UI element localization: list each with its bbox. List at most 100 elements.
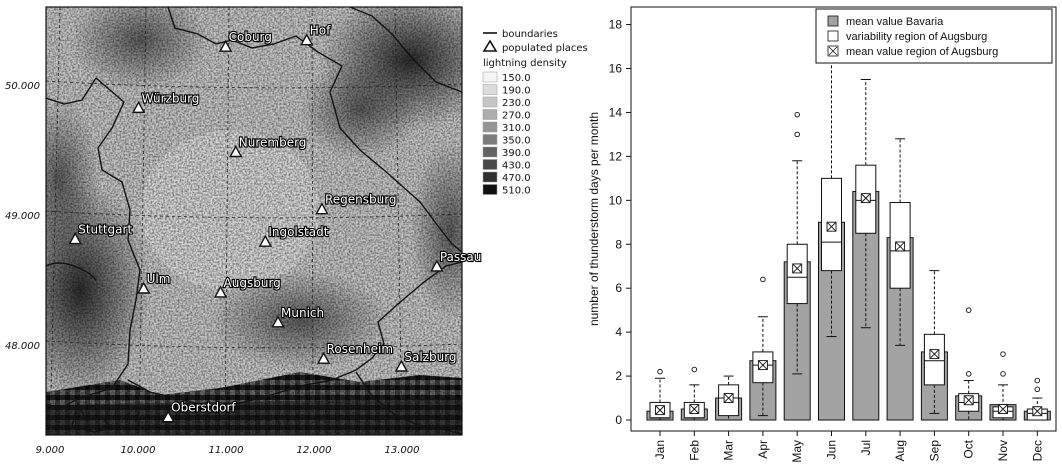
augsburg-mean-marker — [689, 404, 700, 414]
y-tick-label: 0 — [615, 413, 622, 427]
place-label: Ulm — [147, 272, 171, 286]
x-tick-label: Aug — [893, 440, 907, 461]
y-tick-label: 8 — [615, 237, 622, 251]
legend-density-title: lightning density — [483, 58, 567, 69]
augsburg-mean-marker — [860, 193, 871, 204]
mean-marker-cross — [1032, 406, 1042, 416]
legend-augsburg-mean-label: mean value region of Augsburg — [846, 46, 998, 58]
mean-marker-cross — [895, 242, 905, 251]
density-class-label: 310.0 — [502, 123, 531, 134]
chart-legend: mean value Bavaria variability region of… — [815, 8, 1053, 64]
density-class-label: 390.0 — [502, 148, 531, 159]
augsburg-mean-marker — [963, 395, 974, 406]
latitude-tick-label: 49.000 — [5, 211, 40, 222]
populated-place-icon — [258, 234, 273, 247]
place-label: Augsburg — [224, 276, 281, 290]
place-label: Ingolstadt — [268, 225, 328, 239]
augsburg-mean-marker — [895, 241, 906, 252]
outlier-point — [1000, 351, 1006, 357]
mean-marker-cross — [861, 193, 871, 203]
populated-place-icon — [229, 145, 243, 158]
x-tick-label: Nov — [996, 440, 1010, 461]
populated-place-icon — [394, 359, 409, 372]
longitude-tick-label: 12.000 — [297, 445, 332, 456]
legend-variability-label: variability region of Augsburg — [846, 31, 987, 43]
mean-marker-cross — [930, 349, 939, 359]
legend-bavaria-label: mean value Bavaria — [846, 16, 944, 28]
y-tick-label: 4 — [615, 325, 622, 339]
density-swatch — [482, 146, 498, 158]
density-class-label: 270.0 — [502, 111, 531, 122]
populated-place-icon — [271, 315, 285, 328]
density-class-label: 230.0 — [502, 98, 531, 109]
augsburg-mean-marker — [723, 393, 734, 403]
outlier-point — [1000, 371, 1006, 377]
augsburg-mean-marker — [1032, 406, 1043, 417]
augsburg-mean-marker — [792, 263, 803, 274]
y-tick-label: 6 — [615, 281, 622, 295]
place-label: Munich — [281, 306, 324, 320]
map-frame — [45, 6, 463, 436]
augsburg-mean-marker — [826, 221, 837, 232]
density-class-label: 470.0 — [502, 173, 531, 184]
outlier-point — [794, 131, 800, 138]
chart-legend-box — [815, 8, 1053, 64]
mean-marker-cross — [792, 264, 802, 273]
density-swatch — [482, 71, 498, 83]
legend-box-swatch — [827, 30, 839, 42]
density-swatch — [482, 184, 498, 195]
x-tick-label: May — [790, 440, 804, 463]
x-tick-label: Jan — [653, 440, 667, 459]
boundaries — [46, 7, 462, 435]
map-raster — [46, 7, 462, 435]
density-class-label: 150.0 — [502, 73, 531, 84]
populated-place-icon — [161, 410, 175, 423]
augsburg-mean-marker — [998, 404, 1008, 414]
variability-box — [923, 333, 945, 386]
populated-place-icon — [315, 202, 329, 215]
populated-place-icon — [213, 285, 228, 298]
y-tick-label: 10 — [609, 193, 623, 207]
populated-place-icon — [218, 39, 233, 52]
x-tick-label: Jul — [859, 440, 873, 455]
outlier-point — [965, 371, 972, 377]
place-label: Coburg — [229, 30, 272, 44]
place-label: Stuttgart — [78, 223, 132, 237]
augsburg-mean-marker — [655, 405, 665, 416]
x-tick-label: Apr — [756, 440, 770, 459]
augsburg-mean-markers — [655, 193, 1043, 417]
mean-marker-cross — [758, 360, 768, 370]
place-label: Würzburg — [142, 91, 200, 105]
place-label: Rosenheim — [327, 342, 393, 356]
x-tick-label: Feb — [687, 440, 701, 461]
place-label: Nuremberg — [239, 136, 307, 150]
x-tick-label: Sep — [927, 440, 941, 462]
legend-populated-label: populated places — [502, 43, 588, 54]
place-label: Regensburg — [325, 193, 397, 207]
populated-place-icon — [131, 100, 146, 113]
augsburg-mean-marker — [757, 360, 768, 371]
density-swatch — [482, 96, 498, 108]
populated-place-icon — [300, 33, 314, 46]
mean-marker-cross — [827, 222, 836, 232]
y-tick-label: 18 — [609, 18, 623, 32]
y-axis-label: number of thunderstorm days per month — [587, 112, 601, 326]
populated-place-icon — [68, 232, 82, 245]
density-class-label: 190.0 — [502, 86, 531, 97]
populated-place-icon — [316, 351, 331, 364]
density-swatch — [482, 84, 498, 95]
y-tick-label: 2 — [615, 369, 622, 383]
density-swatch — [482, 159, 498, 170]
mean-marker-cross — [724, 393, 733, 403]
x-tick-label: Mar — [722, 440, 736, 461]
x-axis: Jan Feb Mar Apr May Jun Jul Aug Sep Oct Nov Dec — [653, 431, 1044, 463]
longitude-tick-label: 13.000 — [385, 445, 420, 456]
density-swatch — [482, 121, 498, 133]
density-class-label: 350.0 — [502, 136, 531, 147]
lightning-density-map: 9.000 10.000 11.000 12.000 13.000 50.000 49.0… — [5, 6, 482, 456]
outlier-point — [657, 368, 663, 375]
y-axis: 0 2 4 6 8 10 12 14 16 18 — [609, 18, 631, 427]
populated-place-icon — [136, 281, 151, 294]
density-swatch — [482, 134, 498, 145]
